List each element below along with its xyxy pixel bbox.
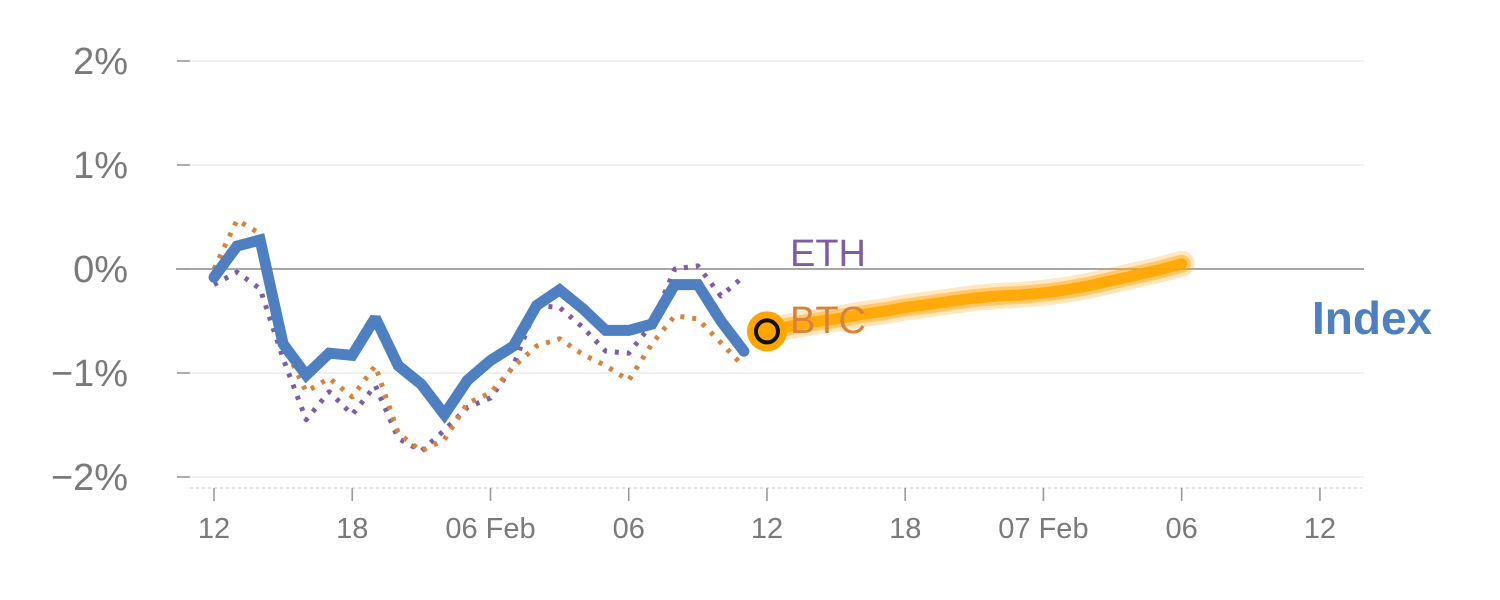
x-tick-label: 06 Feb [445,513,535,545]
x-tick-label: 12 [1304,513,1336,545]
y-tick-label: 2% [73,41,128,83]
x-tick-label: 06 [613,513,645,545]
index-label: Index [1312,292,1433,344]
y-tick-label: −2% [51,457,128,499]
y-tick-label: 0% [73,249,128,291]
marker-layer [746,311,787,352]
series-layer [208,217,1195,454]
x-tick-label: 06 [1166,513,1198,545]
index-series-line [208,233,750,425]
grid-layer [176,60,1364,478]
current-point-marker [753,318,780,345]
x-tick-label: 07 Feb [998,513,1088,545]
btc-label: BTC [790,300,866,342]
x-tick-label: 18 [336,513,368,545]
y-tick-label: −1% [51,353,128,395]
axis-layer: 2% 1% 0% −1% −2% 12 18 06 Feb 06 12 18 07 Feb 06 12 [51,41,1364,545]
forecast-line [761,258,1188,337]
y-tick-label: 1% [73,145,128,187]
x-tick-label: 18 [889,513,921,545]
eth-label: ETH [790,233,866,275]
x-tick-label: 12 [751,513,783,545]
x-tick-label: 12 [198,513,230,545]
btc-series-line [211,217,746,454]
